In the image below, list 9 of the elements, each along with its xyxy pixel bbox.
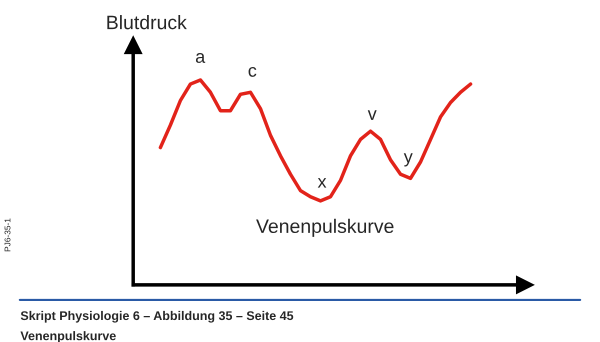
annotation: v — [368, 110, 377, 120]
annotation: y — [404, 153, 413, 166]
text: c — [248, 66, 256, 77]
text: Skript Physiologie 6 – Abbildung 35 – Seite 45 — [20, 310, 294, 323]
y-axis-title: Blutdruck — [107, 15, 187, 30]
annotation: Venenpulskurve — [256, 218, 394, 237]
annotation: x — [318, 178, 326, 188]
text: a — [196, 53, 206, 63]
text: PJ6-35-1 — [4, 218, 10, 252]
